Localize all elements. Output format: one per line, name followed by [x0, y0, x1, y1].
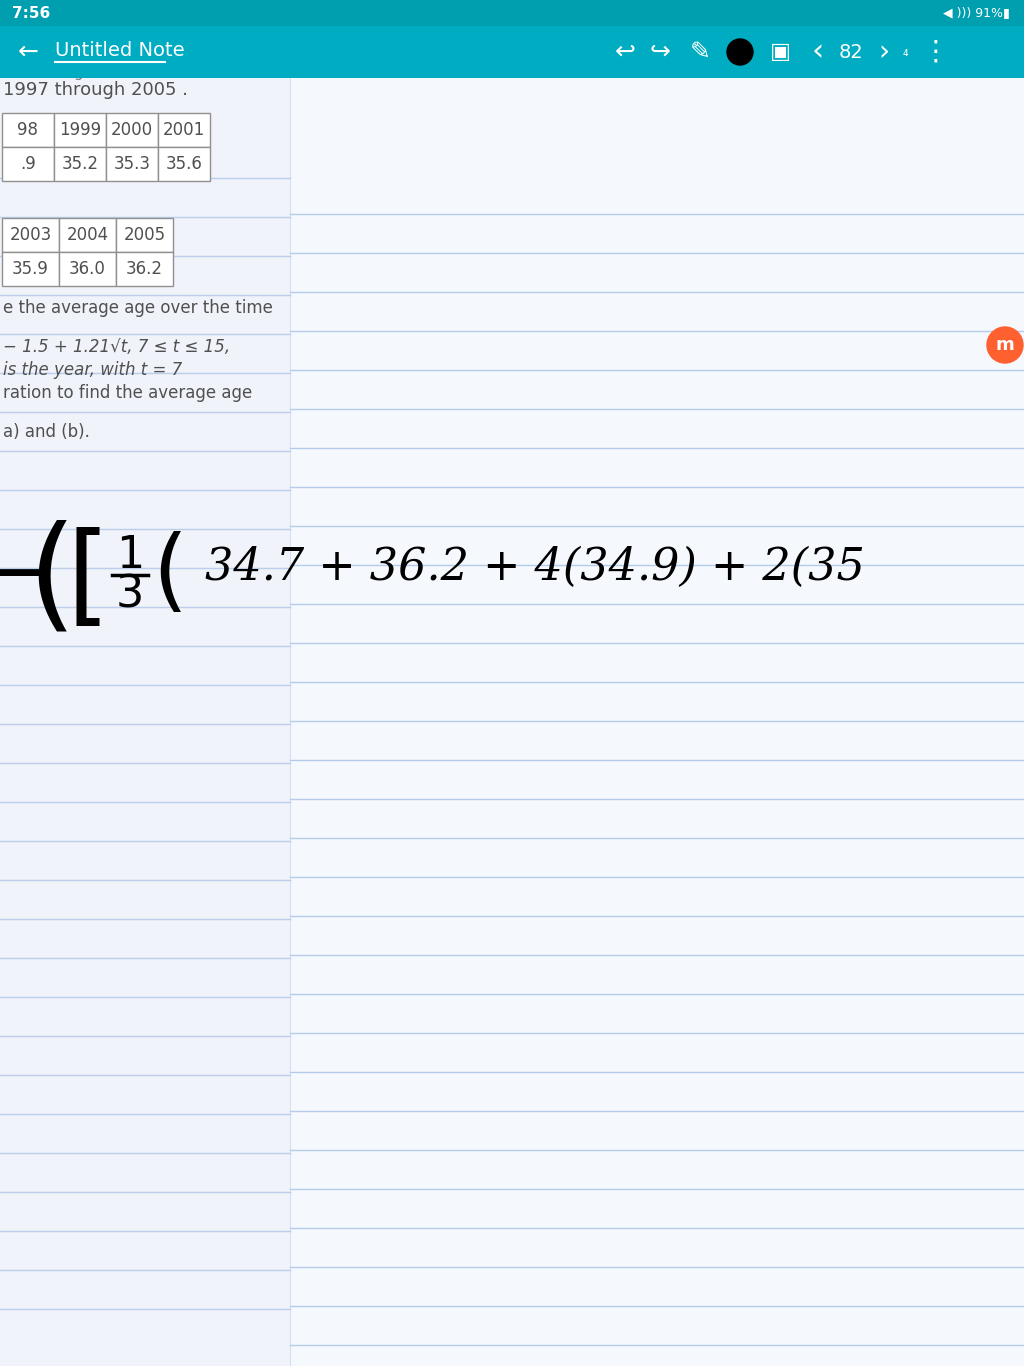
FancyBboxPatch shape [0, 0, 1024, 26]
FancyBboxPatch shape [158, 113, 210, 148]
Text: 2004: 2004 [67, 225, 109, 245]
FancyBboxPatch shape [158, 148, 210, 182]
Text: 7:56: 7:56 [12, 5, 50, 20]
FancyBboxPatch shape [2, 219, 59, 251]
Text: (: ( [153, 531, 187, 619]
Text: Median Ages of the U.S. res: Median Ages of the U.S. res [3, 64, 215, 79]
Text: ↩: ↩ [614, 40, 636, 64]
Text: 36.2: 36.2 [126, 260, 163, 279]
Text: Untitled Note: Untitled Note [55, 41, 184, 60]
Text: 2005: 2005 [124, 225, 166, 245]
Text: −: − [0, 534, 49, 616]
Circle shape [727, 40, 753, 66]
Text: 35.3: 35.3 [114, 154, 151, 173]
FancyBboxPatch shape [2, 113, 54, 148]
Text: is the year, with t = 7: is the year, with t = 7 [3, 361, 182, 378]
Text: ₄: ₄ [902, 45, 908, 59]
FancyBboxPatch shape [54, 148, 106, 182]
Text: ◀ ))) 91%▮: ◀ ))) 91%▮ [943, 7, 1010, 19]
Text: m: m [995, 336, 1015, 354]
Text: 2000: 2000 [111, 122, 153, 139]
Text: ration to find the average age: ration to find the average age [3, 384, 252, 402]
Text: 34.7 + 36.2 + 4(34.9) + 2(35: 34.7 + 36.2 + 4(34.9) + 2(35 [205, 545, 865, 589]
FancyBboxPatch shape [54, 113, 106, 148]
Text: ↪: ↪ [649, 40, 671, 64]
Text: .9: .9 [20, 154, 36, 173]
FancyBboxPatch shape [0, 0, 290, 1366]
Text: ▣: ▣ [769, 42, 791, 61]
Text: 98: 98 [17, 122, 39, 139]
Text: ⋮: ⋮ [922, 38, 949, 66]
Text: 35.2: 35.2 [61, 154, 98, 173]
FancyBboxPatch shape [0, 26, 1024, 78]
Text: ›: › [879, 38, 890, 66]
Text: 35.9: 35.9 [12, 260, 49, 279]
Text: ←: ← [17, 40, 39, 64]
FancyBboxPatch shape [106, 148, 158, 182]
FancyBboxPatch shape [59, 251, 116, 285]
Text: e the average age over the time: e the average age over the time [3, 299, 272, 317]
Text: 3: 3 [116, 574, 144, 616]
Text: [: [ [67, 526, 110, 634]
FancyBboxPatch shape [2, 251, 59, 285]
Text: ✎: ✎ [689, 40, 711, 64]
Text: 2003: 2003 [9, 225, 51, 245]
Text: 36.0: 36.0 [69, 260, 105, 279]
Text: 2001: 2001 [163, 122, 205, 139]
FancyBboxPatch shape [116, 219, 173, 251]
Circle shape [987, 326, 1023, 363]
FancyBboxPatch shape [106, 113, 158, 148]
Text: a) and (b).: a) and (b). [3, 423, 90, 441]
Text: − 1.5 + 1.21√t, 7 ≤ t ≤ 15,: − 1.5 + 1.21√t, 7 ≤ t ≤ 15, [3, 337, 230, 357]
FancyBboxPatch shape [290, 78, 1024, 1366]
Text: 82: 82 [839, 42, 863, 61]
Text: (: ( [28, 519, 77, 641]
Text: 1: 1 [116, 534, 144, 576]
Text: 35.6: 35.6 [166, 154, 203, 173]
Text: 1999: 1999 [59, 122, 101, 139]
FancyBboxPatch shape [116, 251, 173, 285]
FancyBboxPatch shape [2, 148, 54, 182]
Text: ‹: ‹ [812, 37, 824, 67]
Text: 1997 through 2005 .: 1997 through 2005 . [3, 81, 188, 98]
FancyBboxPatch shape [59, 219, 116, 251]
